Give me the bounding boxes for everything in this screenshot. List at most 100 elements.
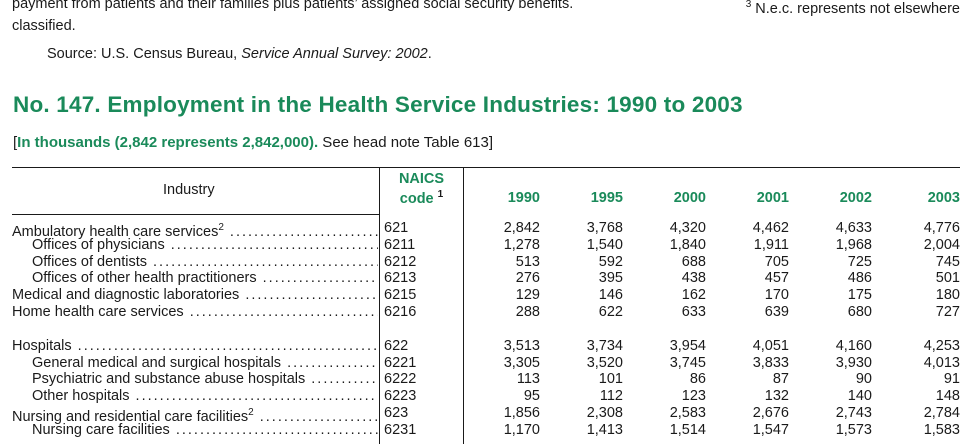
leader-dots: ........................................… [245, 287, 378, 304]
footnote-text-1-continued: classified. [12, 17, 76, 34]
row-value-1990: 2,842 [503, 220, 540, 236]
row-label-text: Medical and diagnostic laboratories [12, 287, 240, 304]
row-value-1990: 1,278 [503, 236, 540, 253]
row-value-1990: 288 [515, 303, 540, 320]
row-label: Other hospitals ........................… [32, 388, 378, 405]
row-label-text: Psychiatric and substance abuse hospital… [32, 371, 306, 388]
row-label: Psychiatric and substance abuse hospital… [32, 371, 378, 388]
header-naics-footnote: 1 [437, 189, 444, 200]
header-year-2002: 2002 [839, 190, 872, 206]
row-value-1990: 3,305 [503, 354, 540, 371]
row-value-1990: 276 [515, 270, 540, 287]
row-value-2000: 3,745 [669, 354, 706, 371]
row-label-text: Hospitals [12, 337, 72, 354]
row-value-1995: 3,768 [586, 220, 623, 236]
table-row: Psychiatric and substance abuse hospital… [12, 371, 960, 388]
row-value-2001: 457 [764, 270, 789, 287]
header-naics-line2: code 1 [381, 187, 462, 207]
row-value-2002: 175 [847, 287, 872, 304]
row-value-2000: 633 [681, 303, 706, 320]
row-value-2000: 4,320 [669, 220, 706, 236]
leader-dots: ........................................… [259, 408, 378, 425]
row-value-1995: 2,308 [586, 404, 623, 421]
leader-dots: ........................................… [170, 236, 378, 253]
row-footnote-mark: 2 [218, 222, 224, 233]
row-value-2002: 680 [847, 303, 872, 320]
row-value-2000: 1,514 [669, 421, 706, 438]
row-value-2002: 1,573 [835, 421, 872, 438]
row-value-2003: 727 [935, 303, 960, 320]
source-title: Service Annual Survey: 2002 [241, 46, 428, 62]
row-naics-code: 6211 [384, 236, 416, 253]
row-value-2003: 4,776 [923, 220, 960, 236]
header-naics: NAICS code 1 [381, 171, 462, 207]
row-value-2002: 3,930 [835, 354, 872, 371]
row-value-2002: 725 [847, 253, 872, 270]
table-row: Home health care services ..............… [12, 304, 960, 321]
row-label: Offices of dentists ....................… [32, 254, 378, 271]
table-top-rule [12, 167, 960, 168]
row-value-1990: 113 [516, 371, 540, 388]
table-row: Medical and diagnostic laboratories ....… [12, 287, 960, 304]
row-label: Offices of other health practitioners ..… [32, 270, 378, 287]
header-year-2000: 2000 [673, 190, 706, 206]
row-naics-code: 6216 [384, 303, 417, 320]
table-title: No. 147. Employment in the Health Servic… [13, 92, 743, 117]
row-label-text: Ambulatory health care services [12, 223, 219, 240]
row-value-2002: 90 [855, 371, 872, 388]
row-label-text: General medical and surgical hospitals [32, 354, 282, 371]
row-value-2001: 4,051 [752, 337, 789, 354]
row-value-2002: 140 [847, 388, 872, 405]
row-label: Medical and diagnostic laboratories ....… [12, 287, 378, 304]
leader-dots: ........................................… [287, 354, 378, 371]
row-value-2000: 438 [681, 270, 706, 287]
source-prefix: Source: U.S. Census Bureau, [47, 46, 238, 62]
row-value-2003: 180 [935, 287, 960, 304]
row-value-2000: 688 [681, 253, 706, 270]
row-value-1990: 95 [523, 388, 540, 405]
row-value-2001: 2,676 [752, 404, 789, 421]
row-value-1995: 101 [598, 371, 623, 388]
headnote-rest: See head note Table 613] [318, 134, 494, 151]
row-value-2001: 639 [764, 303, 789, 320]
table-body: Ambulatory health care services2 .......… [12, 220, 960, 439]
row-naics-code: 621 [384, 220, 409, 236]
row-value-2002: 4,633 [835, 220, 872, 236]
leader-dots: ........................................… [77, 337, 378, 354]
row-value-2003: 501 [935, 270, 960, 287]
row-value-1990: 1,856 [503, 404, 540, 421]
header-year-2001: 2001 [756, 190, 789, 206]
table-row: General medical and surgical hospitals .… [12, 355, 960, 372]
row-value-2003: 4,013 [923, 354, 960, 371]
header-naics-code: code [399, 190, 434, 207]
row-value-2000: 3,954 [669, 337, 706, 354]
row-naics-code: 6222 [384, 371, 417, 388]
row-naics-code: 623 [384, 404, 409, 421]
row-value-2000: 162 [681, 287, 706, 304]
row-value-2003: 2,784 [923, 404, 960, 421]
row-value-1995: 592 [598, 253, 623, 270]
source-line: Source: U.S. Census Bureau, Service Annu… [47, 46, 432, 62]
row-value-1995: 3,734 [586, 337, 623, 354]
row-label-text: Offices of physicians [32, 236, 165, 253]
row-value-2002: 2,743 [835, 404, 872, 421]
leader-dots: ........................................… [311, 371, 378, 388]
row-footnote-mark: 2 [248, 406, 254, 418]
headnote-units: In thousands (2,842 represents 2,842,000… [17, 134, 319, 151]
row-label-text: Nursing and residential care facilities [12, 408, 249, 425]
footnote-mark: 3 [745, 0, 752, 10]
column-divider-right [463, 168, 464, 444]
header-bottom-rule [12, 214, 379, 215]
row-value-1990: 129 [515, 287, 540, 304]
row-value-1990: 1,170 [503, 421, 540, 438]
row-value-2000: 1,840 [669, 236, 706, 253]
row-value-2002: 1,968 [835, 236, 872, 253]
row-label: Hospitals ..............................… [12, 338, 378, 355]
leader-dots: ........................................… [229, 223, 378, 240]
row-value-2001: 1,911 [753, 236, 789, 253]
row-value-2002: 4,160 [835, 337, 872, 354]
leader-dots: ........................................… [262, 270, 378, 287]
row-value-2002: 486 [847, 270, 872, 287]
row-label: Ambulatory health care services2 .......… [12, 220, 378, 241]
footnote-text-3-body: N.e.c. represents not elsewhere [755, 0, 960, 17]
